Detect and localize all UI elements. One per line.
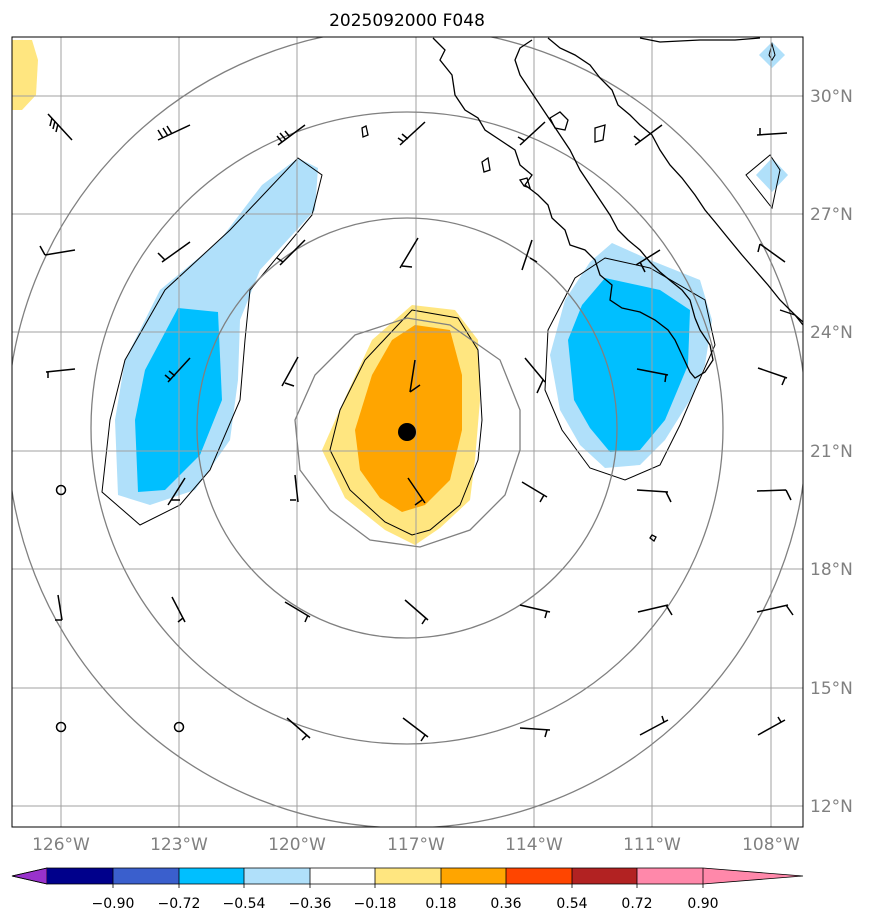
coastline — [361, 37, 803, 542]
graticule — [12, 37, 803, 827]
colorbar-tick-label: 0.18 — [425, 896, 456, 912]
lat-label: 24°N — [810, 323, 853, 343]
calm-wind-markers — [55, 484, 185, 733]
colorbar-extend-max — [703, 868, 803, 884]
wind-barbs — [39, 113, 794, 742]
colorbar: −0.90 −0.72 −0.54 −0.36 −0.18 0.18 0.36 … — [11, 867, 804, 912]
colorbar-tick-label: −0.18 — [354, 896, 397, 912]
lat-label: 30°N — [810, 87, 853, 107]
colorbar-tick-label: 0.72 — [621, 896, 652, 912]
colorbar-segment — [113, 868, 179, 884]
colorbar-tick-label: −0.72 — [158, 896, 201, 912]
colorbar-segment — [244, 868, 310, 884]
latitude-labels: 30°N 27°N 24°N 21°N 18°N 15°N 12°N — [810, 87, 853, 817]
lat-label: 18°N — [810, 560, 853, 580]
colorbar-segment — [310, 868, 375, 884]
lon-label: 117°W — [387, 835, 445, 855]
lon-label: 123°W — [150, 835, 208, 855]
map-area — [12, 37, 803, 827]
lon-label: 111°W — [623, 835, 681, 855]
lat-label: 15°N — [810, 679, 853, 699]
lon-label: 126°W — [32, 835, 90, 855]
colorbar-tick-label: 0.54 — [556, 896, 587, 912]
lat-label: 21°N — [810, 442, 853, 462]
colorbar-segment — [179, 868, 244, 884]
colorbar-tick-label: 0.90 — [687, 896, 718, 912]
colorbar-segment — [637, 868, 703, 884]
colorbar-segment — [375, 868, 441, 884]
colorbar-segment — [441, 868, 506, 884]
colorbar-segment — [572, 868, 637, 884]
colorbar-tick-label: −0.36 — [289, 896, 332, 912]
lat-label: 12°N — [810, 797, 853, 817]
colorbar-segment — [47, 868, 113, 884]
colorbar-tick-label: −0.54 — [223, 896, 266, 912]
lat-label: 27°N — [810, 205, 853, 225]
colorbar-tick-label: 0.36 — [490, 896, 521, 912]
shading-field — [12, 40, 788, 545]
longitude-labels: 126°W 123°W 120°W 117°W 114°W 111°W 108°… — [32, 835, 800, 855]
lon-label: 114°W — [505, 835, 563, 855]
map-frame — [11, 36, 804, 828]
colorbar-segment — [506, 868, 572, 884]
colorbar-extend-min — [11, 867, 48, 885]
range-rings — [12, 37, 803, 827]
plot-title: 2025092000 F048 — [329, 11, 485, 31]
storm-center-marker — [398, 423, 416, 441]
colorbar-tick-label: −0.90 — [92, 896, 135, 912]
lon-label: 120°W — [268, 835, 326, 855]
lon-label: 108°W — [742, 835, 800, 855]
